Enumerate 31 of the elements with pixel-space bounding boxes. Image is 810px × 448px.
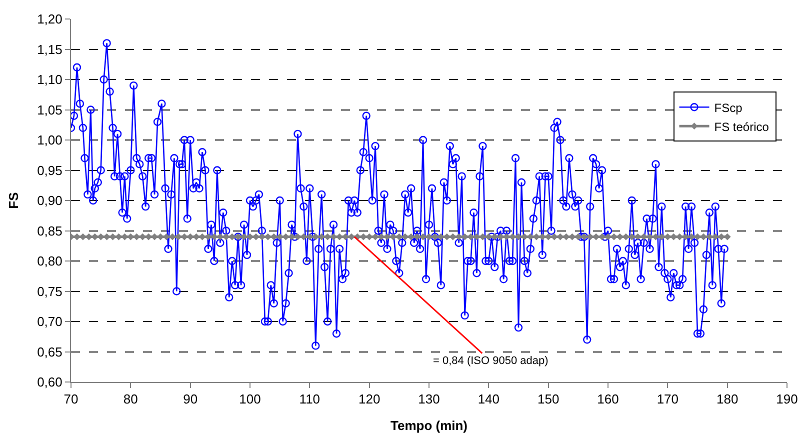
y-tick-label: 0,85 [37,223,62,238]
y-tick-label: 0,60 [37,374,62,390]
y-tick-label: 1,15 [37,42,62,57]
x-tick-label: 110 [299,392,320,407]
x-tick-label: 170 [656,392,679,407]
annotation: = 0,84 (ISO 9050 adap) [433,355,548,367]
x-tick-label: 100 [239,392,261,407]
y-tick-label: 0,65 [37,344,62,360]
y-tick-label: 1,00 [37,132,62,148]
legend-label: FScp [714,100,743,115]
x-tick-label: 180 [716,392,738,407]
legend-label: FS teórico [714,120,770,134]
x-tick-label: 190 [776,392,798,407]
x-tick-label: 120 [358,392,380,407]
y-tick-label: 1,05 [37,102,62,118]
x-tick-label: 140 [478,392,500,407]
y-tick-label: 0,75 [37,284,62,299]
x-tick-label: 70 [64,392,78,407]
y-tick-label: 0,80 [37,254,62,269]
y-tick-label: 1,10 [37,72,62,88]
y-tick-label: 0,95 [37,162,62,178]
x-tick-label: 80 [123,392,138,407]
x-tick-label: 160 [597,392,619,407]
x-tick-label: 150 [537,392,560,407]
y-axis-title: FS [6,192,22,209]
x-axis-title: Tempo (min) [390,418,468,434]
x-tick-label: 130 [418,392,440,407]
y-tick-label: 0,70 [37,314,62,330]
y-tick-label: 1,20 [37,12,62,27]
x-tick-label: 90 [183,392,198,407]
y-tick-label: 0,90 [37,193,62,208]
